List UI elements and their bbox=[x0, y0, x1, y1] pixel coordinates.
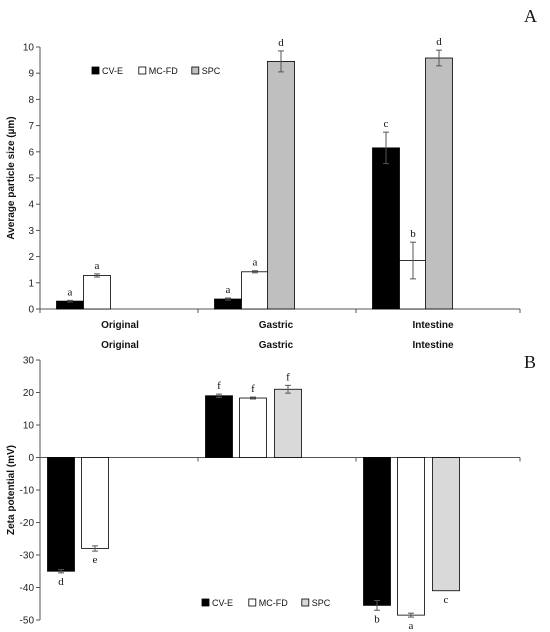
panel-b-bar bbox=[432, 457, 460, 592]
panel-b-category-label: Gastric bbox=[259, 340, 294, 351]
panel-a-legend-swatch bbox=[191, 66, 200, 75]
panel-b-bar bbox=[239, 397, 267, 458]
panel-b-legend-swatch bbox=[201, 598, 210, 607]
panel-b-y-axis-title: Zeta potential (mV) bbox=[6, 445, 17, 535]
panel-b-legend-swatch bbox=[301, 598, 310, 607]
panel-b-legend-label: SPC bbox=[312, 598, 331, 608]
panel-b-y-tick-label: -40 bbox=[20, 583, 35, 594]
panel-b-label: B bbox=[524, 352, 536, 372]
panel-a-y-tick-label: 3 bbox=[28, 226, 34, 237]
panel-b-category-label: Intestine bbox=[412, 340, 454, 351]
panel-a-y-tick-label: 0 bbox=[28, 305, 34, 316]
panel-b-bar bbox=[205, 395, 233, 458]
panel-b-legend-swatch bbox=[248, 598, 257, 607]
panel-b-y-tick-label: 0 bbox=[28, 453, 34, 464]
panel-b-significance-letter: f bbox=[251, 383, 255, 395]
panel-b-bar bbox=[47, 457, 75, 572]
panel-a-y-tick-label: 2 bbox=[28, 252, 34, 263]
panel-b-significance-letter: e bbox=[93, 554, 98, 566]
panel-a-category-label: Original bbox=[101, 320, 139, 331]
panel-a-category-label: Gastric bbox=[259, 320, 294, 331]
panel-b-category-label: Original bbox=[101, 340, 139, 351]
panel-b-bar bbox=[81, 457, 109, 549]
panel-b-significance-letter: f bbox=[217, 380, 221, 392]
panel-a-y-tick-label: 7 bbox=[28, 121, 34, 132]
panel-b-y-tick-label: -20 bbox=[20, 518, 35, 529]
panel-a-significance-letter: a bbox=[253, 257, 258, 269]
panel-a-legend-swatch bbox=[91, 66, 100, 75]
panel-a-bar bbox=[241, 271, 269, 310]
panel-a-bar bbox=[267, 61, 295, 310]
panel-b-y-tick-label: -30 bbox=[20, 551, 35, 562]
panel-a-particle-size-chart: A 0 1 2 3 4 5 6 7 8 9 10 Average particle size (µm) O… bbox=[6, 6, 537, 331]
panel-a-y-tick-label: 9 bbox=[28, 69, 34, 80]
panel-b-y-tick-label: -50 bbox=[20, 616, 35, 627]
panel-b-bar bbox=[274, 388, 302, 458]
panel-a-y-tick-label: 4 bbox=[28, 200, 34, 211]
panel-b-legend-label: MC-FD bbox=[259, 598, 288, 608]
panel-b-significance-letter: d bbox=[58, 576, 64, 588]
panel-b-significance-letter: a bbox=[409, 620, 414, 632]
panel-b-y-tick-label: 10 bbox=[23, 421, 35, 432]
panel-b-legend-label: CV-E bbox=[212, 598, 233, 608]
panel-a-y-tick-label: 8 bbox=[28, 95, 34, 106]
panel-b-bar bbox=[363, 457, 391, 606]
panel-b-zeta-potential-chart: B -50 -40 -30 -20 -10 0 10 20 30 Zeta potential (m… bbox=[6, 340, 536, 632]
panel-b-y-tick-label: -10 bbox=[20, 486, 35, 497]
panel-a-label: A bbox=[524, 6, 537, 26]
panel-a-y-tick-label: 6 bbox=[28, 147, 34, 158]
panel-a-legend-label: MC-FD bbox=[149, 66, 178, 76]
panel-b-significance-letter: c bbox=[444, 594, 449, 606]
panel-a-significance-letter: d bbox=[436, 36, 442, 48]
panel-a-significance-letter: a bbox=[226, 284, 231, 296]
panel-a-significance-letter: a bbox=[95, 260, 100, 272]
panel-a-bar bbox=[372, 147, 400, 310]
panel-a-bar bbox=[83, 275, 111, 310]
panel-a-significance-letter: a bbox=[68, 286, 73, 298]
panel-a-y-tick-label: 5 bbox=[28, 174, 34, 185]
panel-a-legend-label: SPC bbox=[202, 66, 221, 76]
panel-a-significance-letter: b bbox=[410, 228, 416, 240]
panel-a-y-axis-title: Average particle size (µm) bbox=[6, 116, 17, 239]
panel-a-y-tick-label: 1 bbox=[28, 278, 34, 289]
panel-b-bar bbox=[397, 457, 425, 616]
panel-a-category-label: Intestine bbox=[412, 320, 454, 331]
panel-b-significance-letter: b bbox=[374, 613, 380, 625]
panel-a-significance-letter: d bbox=[278, 37, 284, 49]
panel-a-significance-letter: c bbox=[384, 118, 389, 130]
panel-a-y-tick-label: 10 bbox=[23, 43, 35, 54]
panel-b-y-tick-label: 30 bbox=[23, 356, 35, 367]
panel-b-y-tick-label: 20 bbox=[23, 388, 35, 399]
panel-a-bar bbox=[425, 57, 453, 310]
panel-b-significance-letter: f bbox=[286, 371, 290, 383]
panel-a-legend-label: CV-E bbox=[102, 66, 123, 76]
panel-a-legend-swatch bbox=[138, 66, 147, 75]
